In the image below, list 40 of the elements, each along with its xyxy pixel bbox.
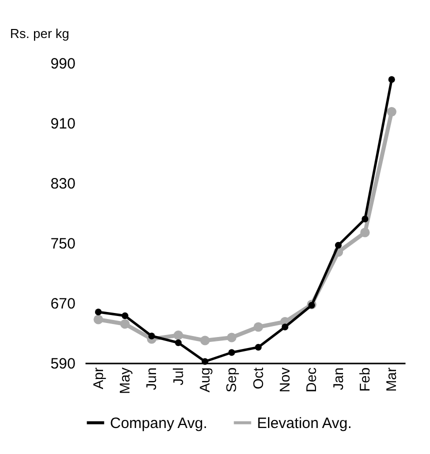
point	[148, 332, 156, 340]
point	[200, 336, 210, 346]
point	[228, 349, 236, 356]
point	[122, 312, 128, 320]
point	[282, 324, 288, 330]
legend-label: Elevation Avg.	[257, 414, 352, 432]
point	[334, 242, 342, 249]
y-tick-label: 990	[50, 56, 76, 72]
point	[94, 314, 104, 324]
y-axis-title: Rs. per kg	[10, 26, 70, 41]
x-tick-label: Feb	[356, 367, 372, 392]
point	[254, 344, 262, 351]
x-tick-label: Nov	[276, 368, 292, 392]
y-tick-label: 670	[50, 296, 76, 312]
x-tick-label: Jun	[143, 368, 160, 390]
x-tick-label: Apr	[90, 367, 106, 390]
x-tick-label: Dec	[303, 368, 320, 392]
y-tick-label: 910	[50, 116, 76, 132]
point	[226, 332, 236, 342]
point	[120, 319, 130, 329]
x-tick-label: May	[116, 368, 132, 394]
y-tick-label: 830	[50, 176, 76, 192]
x-tick-label: Oct	[250, 367, 266, 390]
legend-label: Company Avg.	[110, 414, 208, 432]
point	[360, 228, 370, 238]
y-tick-label: 590	[50, 356, 76, 372]
x-tick-label: Sep	[223, 367, 240, 392]
point	[174, 339, 182, 346]
x-tick-label: Mar	[383, 367, 400, 392]
x-tick-label: Jan	[330, 368, 346, 390]
x-tick-label: Aug	[196, 368, 212, 392]
y-tick-label: 750	[50, 236, 76, 252]
point	[362, 216, 368, 222]
point	[202, 358, 208, 365]
point	[174, 330, 184, 340]
point	[254, 322, 264, 332]
x-tick-label: Jul	[170, 368, 186, 386]
point	[94, 308, 102, 316]
point	[386, 107, 396, 116]
point	[388, 76, 396, 83]
